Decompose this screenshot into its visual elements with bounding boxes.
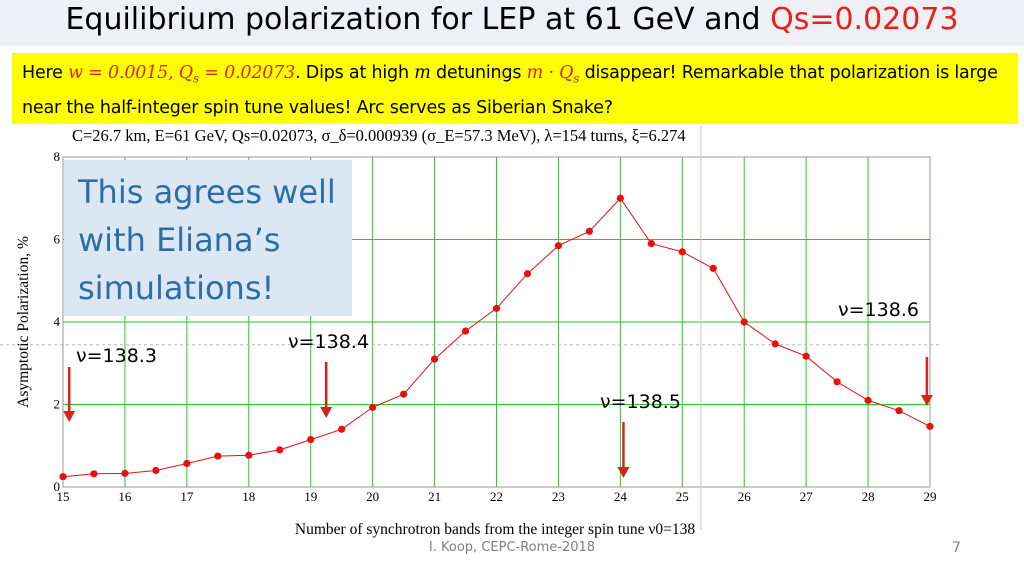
data-point — [833, 378, 841, 386]
note-m: m — [414, 63, 431, 83]
data-point — [59, 473, 67, 481]
data-point — [430, 355, 439, 363]
data-point — [183, 459, 191, 468]
note-mq-sub: s — [573, 71, 580, 86]
data-point — [400, 390, 408, 398]
x-tick-label: 16 — [118, 489, 132, 504]
x-axis-title: Number of synchrotron bands from the int… — [295, 521, 695, 538]
data-point — [895, 407, 903, 415]
data-point — [492, 304, 501, 312]
y-axis-title: Asymptotic Polarization, % — [15, 236, 32, 408]
data-point — [709, 264, 717, 272]
spin-tune-label-138-3: ν=138.3 — [76, 345, 157, 367]
data-point — [647, 240, 655, 248]
data-point — [554, 242, 563, 250]
x-tick-label: 29 — [924, 489, 937, 504]
chart-parameters: C=26.7 km, E=61 GeV, Qs=0.02073, σ_δ=0.0… — [72, 126, 686, 145]
data-point — [369, 403, 377, 411]
x-tick-label: 21 — [428, 489, 441, 504]
data-point — [152, 466, 160, 475]
agreement-callout: This agrees well with Eliana’s simulatio… — [64, 160, 352, 316]
spin-tune-label-138-4: ν=138.4 — [288, 331, 369, 353]
note-text2: detunings — [430, 63, 527, 83]
x-tick-label: 26 — [738, 489, 752, 504]
down-arrow-icon — [63, 367, 76, 422]
data-point — [926, 422, 934, 430]
data-point — [864, 396, 872, 404]
data-point — [802, 352, 810, 360]
x-tick-label: 18 — [242, 489, 255, 504]
data-point — [616, 194, 624, 202]
note-q-expr: = 0.02073 — [198, 63, 296, 83]
data-point — [214, 452, 222, 460]
arrow-head — [617, 467, 630, 478]
spin-tune-label-138-5: ν=138.5 — [600, 391, 681, 413]
slide-title: Equilibrium polarization for LEP at 61 G… — [0, 2, 1024, 37]
data-point — [740, 318, 748, 326]
note-mq-expr: m · Q — [526, 63, 574, 83]
slide-footer: I. Koop, CEPC-Rome-2018 — [428, 540, 596, 555]
x-tick-label: 27 — [800, 489, 814, 504]
title-main: Equilibrium polarization for LEP at 61 G… — [65, 2, 771, 37]
down-arrow-icon — [617, 422, 630, 478]
data-point — [523, 270, 532, 278]
data-point — [678, 248, 686, 256]
x-tick-label: 22 — [490, 489, 503, 504]
x-tick-label: 23 — [552, 489, 565, 504]
x-tick-label: 15 — [57, 489, 70, 504]
note-text1: . Dips at high — [295, 63, 415, 83]
spin-tune-label-138-6: ν=138.6 — [838, 299, 919, 321]
y-tick-label: 4 — [54, 314, 61, 329]
data-point — [121, 469, 129, 477]
callout-line-3: simulations! — [78, 269, 275, 307]
title-bar — [0, 0, 1024, 46]
x-tick-label: 28 — [862, 489, 875, 504]
data-point — [585, 227, 593, 235]
title-accent: Qs=0.02073 — [770, 2, 959, 37]
note-here: Here — [22, 63, 69, 83]
x-tick-label: 25 — [676, 489, 689, 504]
x-tick-label: 19 — [304, 489, 317, 504]
arrow-head — [920, 395, 933, 406]
data-point — [276, 446, 284, 454]
arrow-head — [320, 407, 333, 418]
callout-line-2: with Eliana’s — [78, 221, 281, 259]
data-point — [771, 340, 779, 348]
page-number: 7 — [952, 540, 961, 556]
down-arrow-icon — [320, 362, 333, 418]
y-tick-label: 0 — [54, 479, 61, 494]
note-w-expr: w = 0.0015, Q — [68, 63, 193, 83]
note-w-sub: s — [192, 71, 199, 86]
note-text3: disappear! Remarkable that polarization … — [22, 63, 998, 118]
data-point — [338, 425, 346, 433]
x-tick-label: 24 — [614, 489, 628, 504]
x-tick-label: 20 — [366, 489, 379, 504]
y-tick-label: 8 — [54, 149, 61, 164]
data-point — [461, 327, 470, 335]
y-tick-label: 6 — [54, 232, 61, 247]
highlight-note: Here w = 0.0015, Qs = 0.02073. Dips at h… — [12, 53, 1018, 124]
data-point — [307, 435, 315, 444]
y-tick-label: 2 — [54, 397, 61, 412]
arrow-head — [63, 411, 76, 422]
x-tick-label: 17 — [180, 489, 194, 504]
down-arrow-icon — [920, 357, 933, 406]
data-point — [245, 451, 253, 459]
callout-line-1: This agrees well — [78, 173, 336, 211]
data-point — [90, 470, 98, 478]
